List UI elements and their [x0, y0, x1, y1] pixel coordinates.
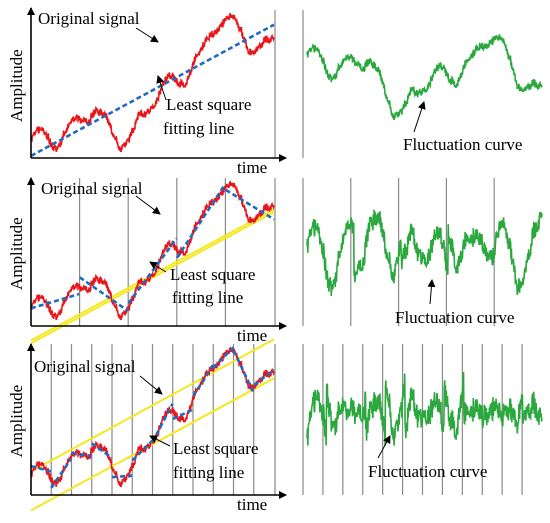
y-axis-label: Amplitude — [7, 385, 26, 458]
fitting-line-arrow — [149, 435, 171, 447]
fluctuation-curve-arrow — [377, 435, 391, 459]
fitting-line-label-2: fitting line — [163, 119, 234, 138]
overall-trend-line — [30, 338, 275, 473]
fitting-line-arrow — [156, 75, 167, 101]
least-square-fitting-line — [212, 346, 235, 369]
panel-row-1: Amplitude time Original signal Least square… — [7, 7, 543, 177]
panel-row-3: Amplitude time Original signal Least square… — [7, 338, 543, 514]
y-axis-label: Amplitude — [7, 49, 26, 122]
fluctuation-curve-label: Fluctuation curve — [395, 308, 514, 327]
least-square-fitting-line — [175, 183, 227, 259]
original-signal-label: Original signal — [41, 179, 143, 198]
fitting-line-label-1: Least square — [166, 95, 251, 114]
fluctuation-curve — [306, 371, 543, 446]
x-axis-label: time — [237, 326, 267, 345]
least-square-fitting-line — [78, 276, 129, 312]
least-square-fitting-line — [30, 292, 80, 310]
least-square-fitting-line — [30, 464, 52, 473]
fitting-line-label-1: Least square — [173, 439, 258, 458]
fitting-line-label-1: Least square — [170, 265, 255, 284]
fluctuation-curve — [306, 34, 543, 121]
panel-row-2: Amplitude time Original signal Least square… — [7, 177, 543, 345]
y-axis-label: Amplitude — [7, 217, 26, 290]
least-square-fitting-line — [30, 23, 275, 158]
original-signal-label: Original signal — [34, 357, 136, 376]
original-signal-arrow — [135, 195, 161, 215]
original-signal-arrow — [135, 27, 159, 43]
fluctuation-curve — [306, 209, 543, 297]
fluctuation-curve-arrow — [427, 279, 436, 305]
original-signal — [30, 180, 275, 321]
least-square-fitting-line — [172, 408, 194, 421]
original-signal-label: Original signal — [38, 9, 140, 28]
fluctuation-curve-arrow — [413, 101, 426, 133]
fitting-line-arrow — [149, 261, 167, 273]
least-square-fitting-line — [127, 237, 178, 305]
least-square-fitting-line — [151, 403, 174, 443]
least-square-fitting-line — [71, 451, 92, 458]
least-square-fitting-line — [225, 188, 275, 221]
least-square-fitting-line — [192, 364, 215, 397]
fitting-line-label-2: fitting line — [172, 288, 243, 307]
fitting-line-label-2: fitting line — [173, 463, 244, 482]
least-square-fitting-line — [253, 368, 275, 386]
least-square-fitting-line — [131, 439, 154, 462]
overall-trend-line — [30, 377, 275, 512]
x-axis-label: time — [237, 158, 267, 177]
original-signal — [30, 12, 275, 153]
least-square-fitting-line — [91, 442, 113, 459]
x-axis-label: time — [237, 495, 267, 514]
fluctuation-curve-label: Fluctuation curve — [403, 135, 522, 154]
original-signal-arrow — [139, 375, 163, 395]
overall-trend-line — [30, 211, 275, 345]
least-square-fitting-line — [112, 474, 133, 479]
fluctuation-curve-label: Fluctuation curve — [368, 462, 487, 481]
least-square-fitting-line — [50, 457, 73, 489]
